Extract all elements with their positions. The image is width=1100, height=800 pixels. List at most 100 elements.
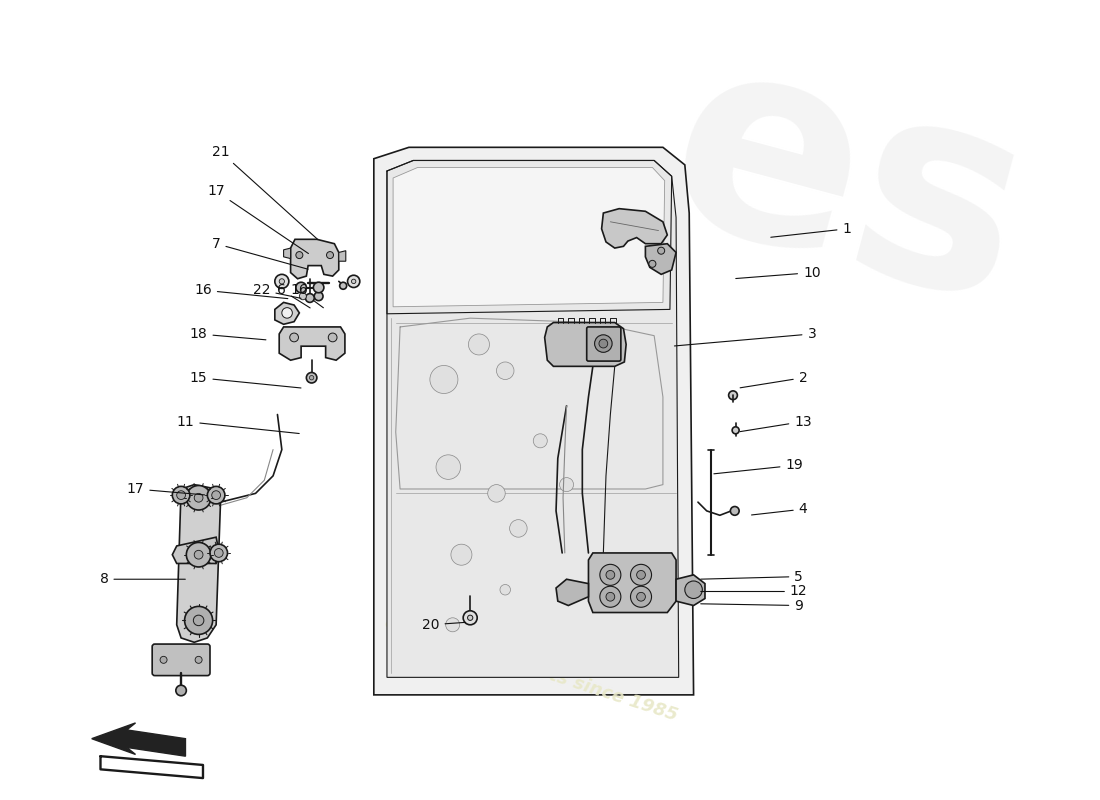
Circle shape <box>348 275 360 287</box>
Circle shape <box>328 333 337 342</box>
Circle shape <box>430 366 458 394</box>
Polygon shape <box>284 248 290 258</box>
Circle shape <box>600 586 620 607</box>
Polygon shape <box>279 327 345 360</box>
Circle shape <box>469 334 490 355</box>
Polygon shape <box>91 723 186 756</box>
Polygon shape <box>339 250 345 262</box>
Circle shape <box>463 610 477 625</box>
Circle shape <box>630 586 651 607</box>
Circle shape <box>509 520 527 537</box>
Circle shape <box>468 615 473 621</box>
Circle shape <box>600 564 620 586</box>
Polygon shape <box>173 537 219 563</box>
Circle shape <box>685 581 702 598</box>
Text: 15: 15 <box>190 370 301 388</box>
Text: 19: 19 <box>714 458 803 474</box>
Text: 8: 8 <box>100 572 185 586</box>
Circle shape <box>161 656 167 663</box>
Circle shape <box>296 282 307 293</box>
Text: 17: 17 <box>126 482 205 496</box>
Text: 11: 11 <box>177 414 299 434</box>
Circle shape <box>560 478 573 492</box>
Circle shape <box>637 592 646 601</box>
Text: 13: 13 <box>740 414 812 432</box>
Circle shape <box>306 294 315 302</box>
Circle shape <box>733 426 739 434</box>
Polygon shape <box>556 579 588 606</box>
Circle shape <box>296 251 303 258</box>
Circle shape <box>446 618 460 632</box>
Circle shape <box>595 335 612 352</box>
Text: 4: 4 <box>751 502 807 516</box>
Circle shape <box>173 486 190 504</box>
Text: 16: 16 <box>194 283 288 298</box>
Circle shape <box>606 592 615 601</box>
Circle shape <box>496 362 514 379</box>
Circle shape <box>658 247 664 254</box>
Circle shape <box>194 615 204 626</box>
FancyBboxPatch shape <box>586 327 620 361</box>
Circle shape <box>214 549 223 558</box>
Circle shape <box>279 278 285 284</box>
Circle shape <box>186 542 211 567</box>
Circle shape <box>436 455 461 479</box>
Text: 1: 1 <box>771 222 851 238</box>
Circle shape <box>195 550 204 559</box>
Circle shape <box>649 260 656 267</box>
Polygon shape <box>275 302 299 324</box>
Polygon shape <box>387 161 679 678</box>
Circle shape <box>728 391 737 400</box>
Text: 17: 17 <box>207 184 308 254</box>
Polygon shape <box>588 553 676 613</box>
Circle shape <box>195 494 204 502</box>
Circle shape <box>352 279 356 283</box>
Circle shape <box>177 490 186 499</box>
Circle shape <box>208 486 224 504</box>
Polygon shape <box>646 244 676 274</box>
Circle shape <box>275 274 289 288</box>
Circle shape <box>314 282 323 293</box>
Polygon shape <box>602 209 668 248</box>
Polygon shape <box>374 147 694 695</box>
Circle shape <box>307 373 317 383</box>
Circle shape <box>730 506 739 515</box>
Circle shape <box>299 293 307 300</box>
Circle shape <box>600 339 607 348</box>
Polygon shape <box>676 575 705 606</box>
Text: 18: 18 <box>189 327 266 341</box>
Text: 12: 12 <box>701 585 807 598</box>
Text: 9: 9 <box>701 598 803 613</box>
Circle shape <box>211 490 220 499</box>
Circle shape <box>500 585 510 595</box>
Text: 5: 5 <box>701 570 803 584</box>
Circle shape <box>340 282 346 290</box>
Circle shape <box>282 308 293 318</box>
Circle shape <box>210 544 228 562</box>
Circle shape <box>637 570 646 579</box>
Text: 16: 16 <box>290 283 323 308</box>
Circle shape <box>315 292 323 301</box>
Circle shape <box>195 656 202 663</box>
Circle shape <box>451 544 472 566</box>
Circle shape <box>630 564 651 586</box>
Text: 10: 10 <box>736 266 821 280</box>
Circle shape <box>606 570 615 579</box>
Text: 21: 21 <box>211 145 318 239</box>
Text: 6: 6 <box>277 283 310 308</box>
Circle shape <box>176 686 186 696</box>
Text: 2: 2 <box>740 370 807 388</box>
Text: 22: 22 <box>253 283 301 298</box>
Text: 20: 20 <box>422 618 465 632</box>
Circle shape <box>534 434 548 448</box>
Text: es: es <box>641 10 1053 363</box>
Circle shape <box>186 486 211 510</box>
FancyBboxPatch shape <box>152 644 210 675</box>
Circle shape <box>327 251 333 258</box>
Polygon shape <box>544 322 626 366</box>
Circle shape <box>185 606 212 634</box>
Circle shape <box>289 333 298 342</box>
Circle shape <box>487 485 505 502</box>
Circle shape <box>309 375 313 380</box>
Text: 3: 3 <box>674 327 816 346</box>
